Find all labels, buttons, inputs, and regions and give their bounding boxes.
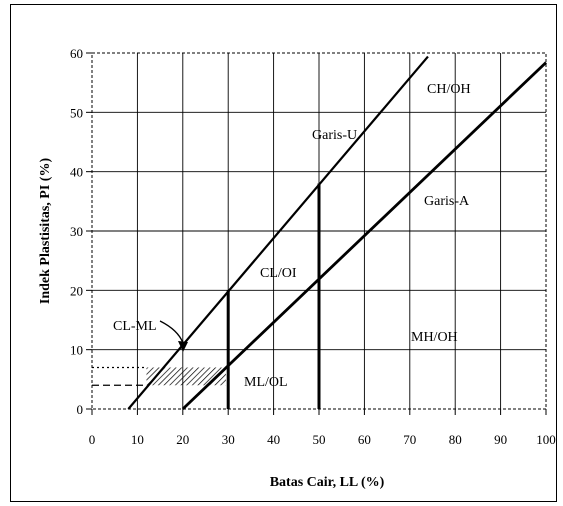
series-lines [92, 55, 547, 411]
garis-a-line [181, 61, 547, 411]
y-tick-label: 50 [70, 105, 83, 120]
axes: 0 10 20 30 40 50 60 70 80 90 100 0 10 20 30 40 50 60 [70, 46, 556, 447]
x-tick-label: 0 [89, 432, 96, 447]
x-axis-label: Batas Cair, LL (%) [270, 475, 385, 490]
x-tick-label: 70 [403, 432, 416, 447]
y-tick-label: 10 [70, 343, 83, 358]
region-label-ch-oh: CH/OH [427, 82, 471, 97]
x-tick-label: 100 [536, 432, 556, 447]
region-label-cl-ml: CL-ML [113, 319, 157, 334]
region-label-mh-oh: MH/OH [411, 330, 458, 345]
y-tick-label: 30 [70, 224, 83, 239]
y-tick-label: 20 [70, 283, 83, 298]
x-tick-label: 60 [358, 432, 371, 447]
x-tick-label: 20 [176, 432, 189, 447]
x-tick-label: 50 [313, 432, 326, 447]
chart-frame [10, 4, 557, 502]
x-tick-label: 10 [131, 432, 144, 447]
y-tick-label: 60 [70, 46, 83, 61]
cl-ml-hatched-zone [146, 367, 226, 386]
cl-ml-pointer-line [159, 320, 184, 344]
y-axis-label: Indek Plastisitas, PI (%) [38, 158, 53, 305]
garis-u-label: Garis-U [312, 128, 357, 143]
labels: Batas Cair, LL (%) Indek Plastisitas, PI… [38, 82, 471, 490]
cl-ml-pointer-arrowhead [178, 341, 188, 352]
garis-u-line [127, 55, 429, 410]
x-tick-label: 40 [267, 432, 280, 447]
garis-a-label: Garis-A [424, 194, 470, 209]
y-tick-label: 0 [77, 402, 84, 417]
x-tick-label: 30 [222, 432, 235, 447]
x-tick-label: 90 [494, 432, 507, 447]
region-label-ml-ol: ML/OL [244, 375, 288, 390]
region-label-cl-oi: CL/OI [260, 266, 297, 281]
x-tick-label: 80 [449, 432, 462, 447]
y-tick-label: 40 [70, 165, 83, 180]
